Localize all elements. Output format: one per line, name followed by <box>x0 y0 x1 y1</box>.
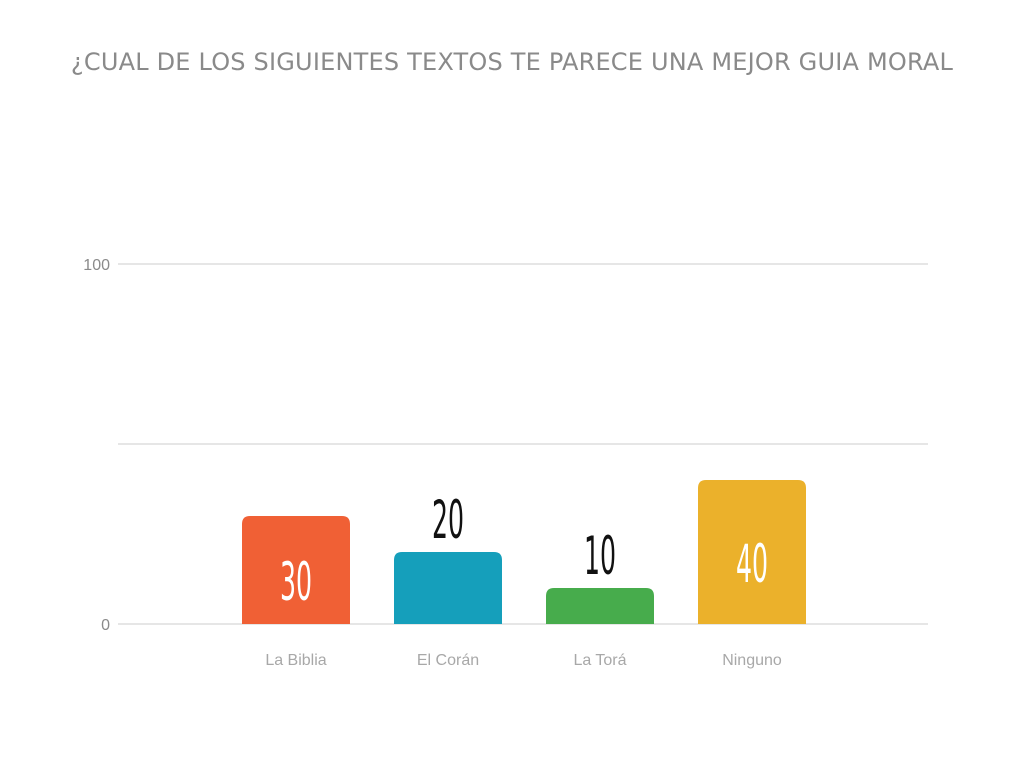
bar-3 <box>698 480 806 624</box>
bar-value-label-1: 20 <box>432 490 464 551</box>
x-tick-label-0: La Biblia <box>265 652 326 669</box>
chart-title: ¿CUAL DE LOS SIGUIENTES TEXTOS TE PARECE… <box>70 48 954 76</box>
y-tick-label-0: 0 <box>101 617 110 634</box>
bar-value-label-3: 40 <box>736 534 768 595</box>
bar-1 <box>394 552 502 624</box>
bar-0 <box>242 516 350 624</box>
bar-value-label-0: 30 <box>280 552 312 613</box>
bar-value-label-2: 10 <box>584 526 616 587</box>
x-tick-label-1: El Corán <box>417 652 479 669</box>
y-tick-label-1: 100 <box>83 257 110 274</box>
x-tick-label-3: Ninguno <box>722 652 782 669</box>
bar-2 <box>546 588 654 624</box>
x-tick-label-2: La Torá <box>573 652 626 669</box>
